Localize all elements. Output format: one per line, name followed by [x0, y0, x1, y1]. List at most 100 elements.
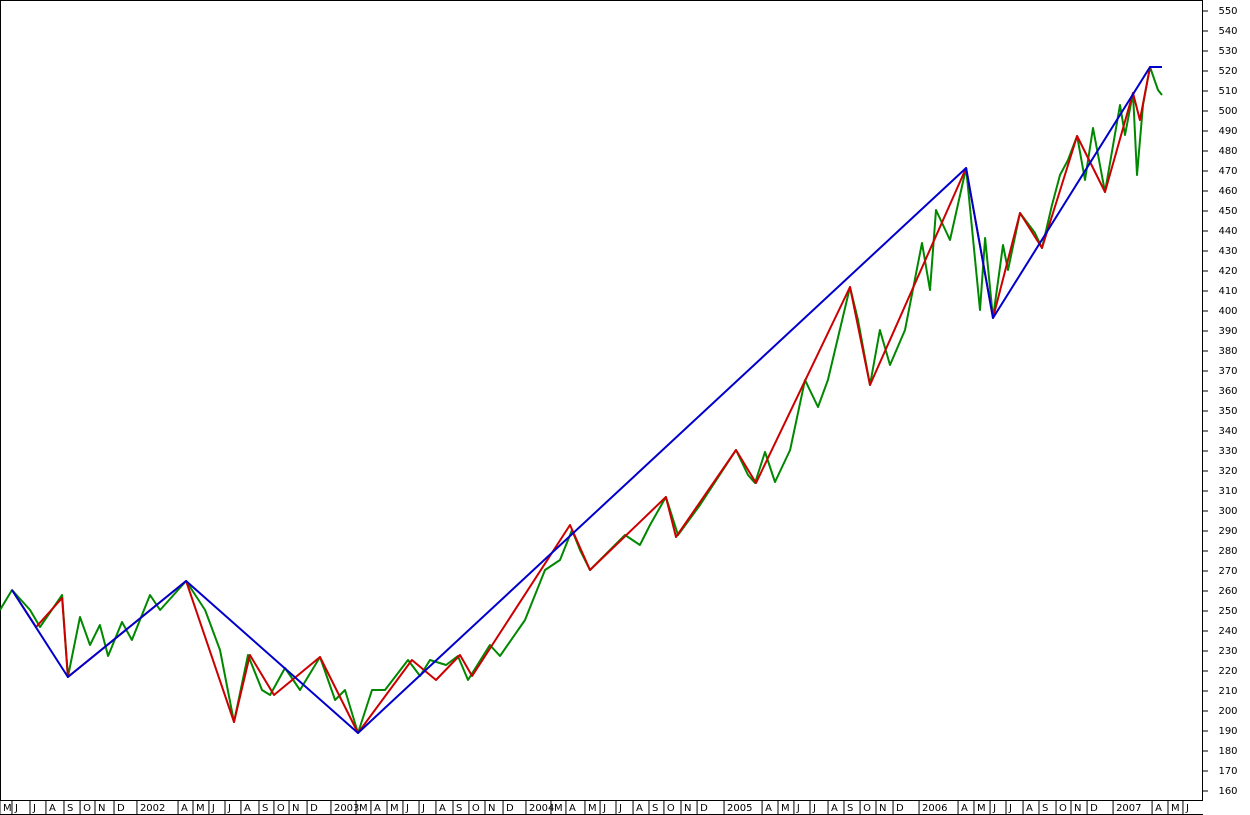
y-tick-label: 310 [1218, 486, 1237, 497]
y-tick-label: 420 [1218, 266, 1237, 277]
y-tick-label: 260 [1218, 586, 1237, 597]
zigzag-line [0, 66, 1163, 734]
x-tick-label: 2006 [922, 803, 947, 814]
y-tick-label: 190 [1218, 726, 1237, 737]
y-tick-label: 240 [1218, 626, 1237, 637]
x-tick-label: A [439, 803, 446, 814]
y-tick-label: 290 [1218, 526, 1237, 537]
x-tick-label: 2005 [727, 803, 752, 814]
y-tick-label: 500 [1218, 106, 1237, 117]
x-tick-label: M [588, 803, 597, 814]
x-tick-label: A [374, 803, 381, 814]
x-tick-label: M [554, 803, 563, 814]
y-tick-label: 340 [1218, 426, 1237, 437]
x-tick-label: 2007 [1116, 803, 1141, 814]
x-tick-label: J [1008, 803, 1012, 814]
x-tick-label: J [227, 803, 231, 814]
x-tick-label: M [196, 803, 205, 814]
y-tick-label: 400 [1218, 306, 1237, 317]
x-tick-label: O [667, 803, 675, 814]
y-tick-label: 210 [1218, 686, 1237, 697]
x-tick-label: D [700, 803, 708, 814]
x-tick-label: O [472, 803, 480, 814]
x-tick-label: S [652, 803, 658, 814]
y-tick-label: 510 [1218, 86, 1237, 97]
y-tick-label: 360 [1218, 386, 1237, 397]
y-tick-label: 530 [1218, 46, 1237, 57]
y-tick-label: 320 [1218, 466, 1237, 477]
y-tick-label: 370 [1218, 366, 1237, 377]
y-tick-label: 280 [1218, 546, 1237, 557]
x-tick-label: J [618, 803, 622, 814]
x-tick-label: A [765, 803, 772, 814]
x-tick-label: D [506, 803, 514, 814]
x-tick-label: 2003 [334, 803, 359, 814]
y-tick-label: 300 [1218, 506, 1237, 517]
x-tick-label: S [262, 803, 268, 814]
y-tick-label: 390 [1218, 326, 1237, 337]
y-tick-label: 490 [1218, 126, 1237, 137]
y-tick-label: 200 [1218, 706, 1237, 717]
x-tick-label: A [1155, 803, 1162, 814]
x-tick-label: D [310, 803, 318, 814]
y-tick-label: 230 [1218, 646, 1237, 657]
x-tick-label: D [117, 803, 125, 814]
y-tick-label: 410 [1218, 286, 1237, 297]
x-tick-label: A [636, 803, 643, 814]
x-tick-label: J [32, 803, 36, 814]
x-tick-label: M [781, 803, 790, 814]
x-tick-label: M [3, 803, 12, 814]
x-tick-label: J [211, 803, 215, 814]
y-tick-label: 250 [1218, 606, 1237, 617]
x-tick-label: O [863, 803, 871, 814]
x-tick-label: A [1026, 803, 1033, 814]
x-tick-label: M [1171, 803, 1180, 814]
x-tick-label: S [847, 803, 853, 814]
y-tick-label: 440 [1218, 226, 1237, 237]
y-tick-label: 430 [1218, 246, 1237, 257]
x-tick-label: J [1185, 803, 1189, 814]
x-tick-label: 2002 [140, 803, 165, 814]
y-tick-label: 540 [1218, 26, 1237, 37]
x-tick-label: S [1042, 803, 1048, 814]
x-tick-label: S [67, 803, 73, 814]
y-tick-label: 170 [1218, 766, 1237, 777]
x-tick-label: D [1090, 803, 1098, 814]
x-tick-label: J [14, 803, 18, 814]
x-tick-label: O [1059, 803, 1067, 814]
y-tick-label: 330 [1218, 446, 1237, 457]
y-tick-label: 160 [1218, 786, 1237, 797]
x-tick-label: 2004 [529, 803, 554, 814]
x-tick-label: J [796, 803, 800, 814]
x-tick-label: O [277, 803, 285, 814]
x-tick-label: N [879, 803, 886, 814]
x-tick-label: M [390, 803, 399, 814]
y-tick-label: 180 [1218, 746, 1237, 757]
x-tick-label: S [456, 803, 462, 814]
x-tick-label: D [896, 803, 904, 814]
y-tick-label: 480 [1218, 146, 1237, 157]
x-tick-label: A [569, 803, 576, 814]
x-tick-label: J [812, 803, 816, 814]
x-tick-label: J [405, 803, 409, 814]
y-tick-label: 450 [1218, 206, 1237, 217]
x-tick-label: A [961, 803, 968, 814]
y-tick-label: 270 [1218, 566, 1237, 577]
x-tick-label: N [98, 803, 105, 814]
x-tick-label: M [977, 803, 986, 814]
x-tick-label: J [602, 803, 606, 814]
x-tick-label: J [992, 803, 996, 814]
x-tick-label: J [421, 803, 425, 814]
x-tick-label: A [181, 803, 188, 814]
x-tick-label: N [1074, 803, 1081, 814]
y-tick-label: 460 [1218, 186, 1237, 197]
x-tick-label: O [83, 803, 91, 814]
x-tick-label: N [488, 803, 495, 814]
x-tick-label: M [359, 803, 368, 814]
x-tick-label: A [831, 803, 838, 814]
zigzag-line [11, 66, 1162, 734]
y-tick-label: 550 [1218, 6, 1237, 17]
y-tick-label: 350 [1218, 406, 1237, 417]
plot-frame [0, 0, 1203, 801]
